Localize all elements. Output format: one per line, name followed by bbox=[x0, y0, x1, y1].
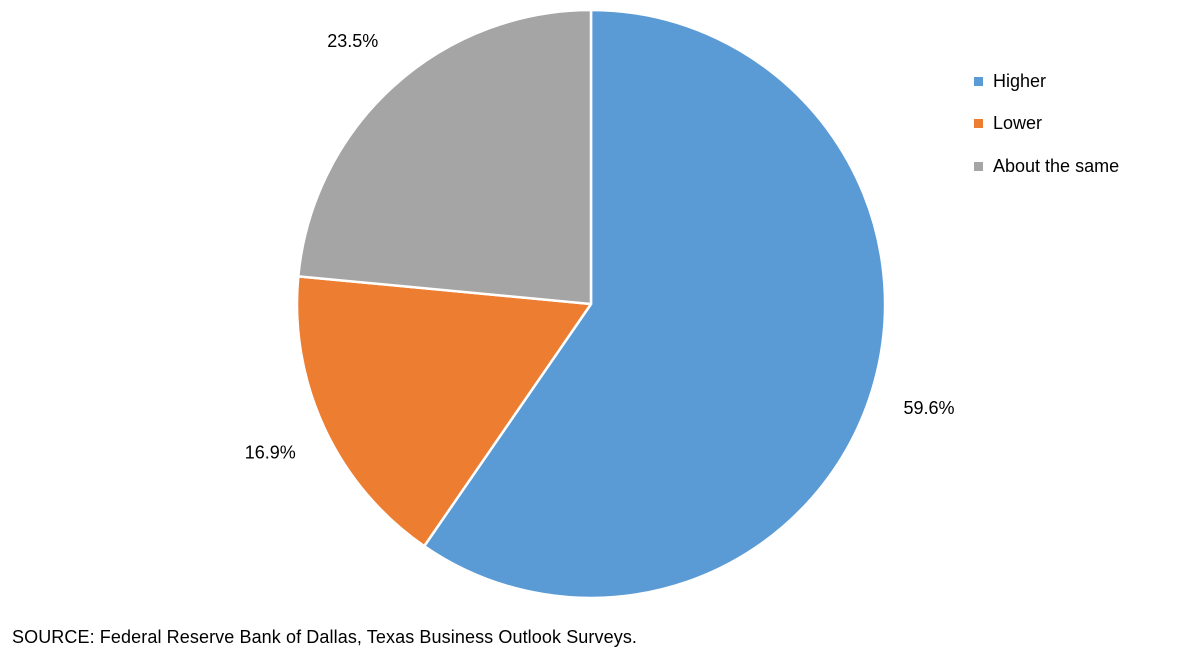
pie-slices bbox=[295, 8, 887, 600]
legend-item-about-the-same: About the same bbox=[974, 153, 1119, 179]
legend-swatch bbox=[974, 161, 983, 171]
data-label-lower: 16.9% bbox=[245, 442, 296, 462]
legend-item-higher: Higher bbox=[974, 68, 1119, 94]
chart-legend: Higher Lower About the same bbox=[974, 68, 1119, 196]
legend-item-lower: Lower bbox=[974, 111, 1119, 137]
source-note: SOURCE: Federal Reserve Bank of Dallas, … bbox=[12, 627, 638, 647]
legend-label: Lower bbox=[993, 113, 1043, 133]
pie-slice-about-the-same bbox=[297, 8, 593, 306]
data-label-higher: 59.6% bbox=[903, 398, 954, 418]
legend-swatch bbox=[974, 76, 983, 86]
legend-label: About the same bbox=[993, 155, 1120, 176]
legend-swatch bbox=[974, 119, 983, 128]
legend-label: Higher bbox=[993, 70, 1047, 91]
pie-slice-lower bbox=[295, 275, 593, 548]
pie-slice-higher bbox=[422, 8, 887, 600]
data-label-about-the-same: 23.5% bbox=[327, 31, 378, 51]
pie-data-labels: 59.6% 16.9% 23.5% bbox=[245, 31, 955, 463]
